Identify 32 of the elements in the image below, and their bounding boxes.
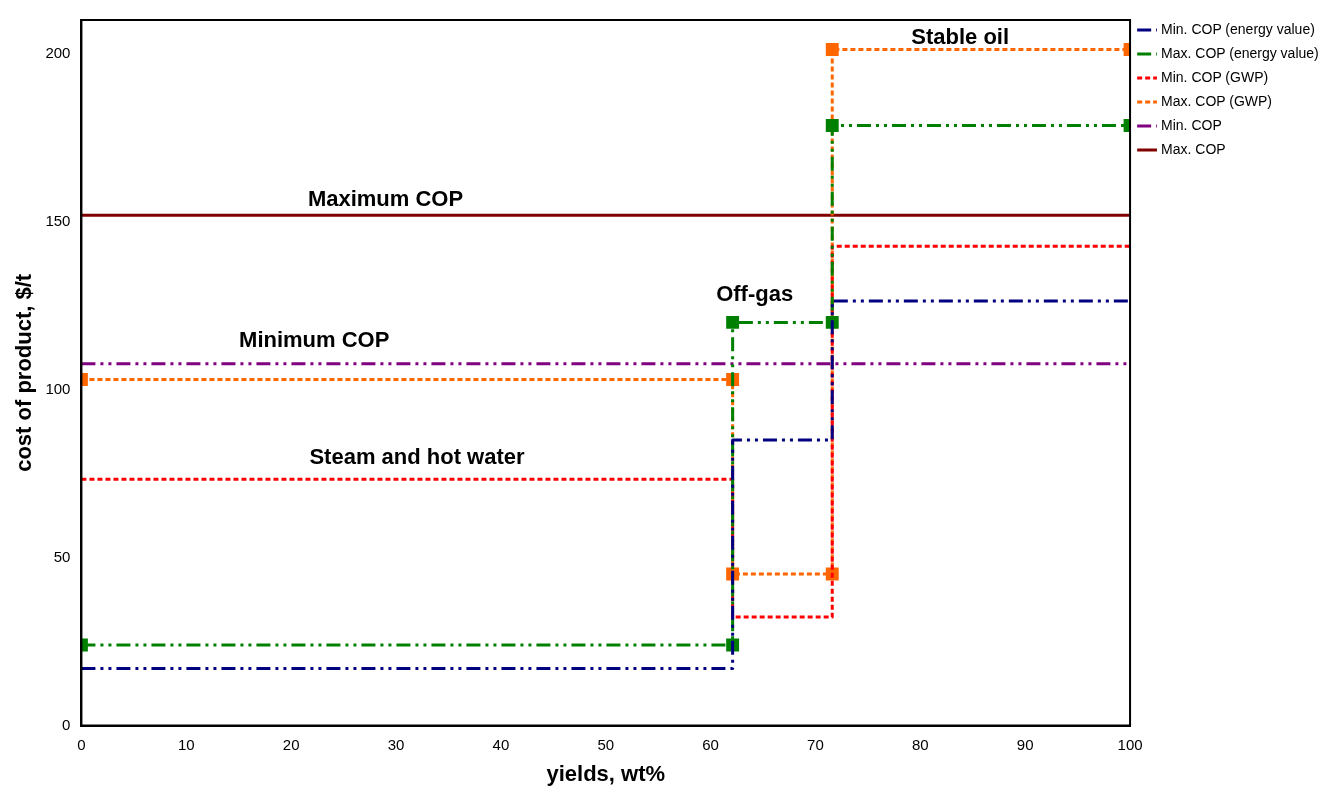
annotation: Steam and hot water <box>309 443 525 469</box>
annotation: Minimum COP <box>239 327 390 353</box>
point <box>825 43 839 57</box>
legend-label: Min. COP <box>1161 116 1222 133</box>
legend-label: Max. COP (GWP) <box>1161 92 1273 109</box>
annotation: Maximum COP <box>307 185 464 211</box>
legend-label: Min. COP (energy value) <box>1161 20 1315 37</box>
point <box>825 119 839 132</box>
y-tick-label: 50 <box>53 547 71 565</box>
point <box>726 315 740 329</box>
y-tick-label: 200 <box>45 43 71 61</box>
x-tick-label: 50 <box>597 735 615 753</box>
x-tick-label: 80 <box>911 735 929 753</box>
y-tick-label: 100 <box>45 379 71 397</box>
legend-label: Max. COP (energy value) <box>1161 44 1319 61</box>
x-tick-label: 90 <box>1016 735 1034 753</box>
x-tick-label: 0 <box>77 735 86 753</box>
x-tick-label: 10 <box>177 735 195 753</box>
y-axis-title: cost of product, $/t <box>11 273 37 472</box>
y-tick-label: 0 <box>62 715 71 733</box>
x-tick-label: 30 <box>387 735 405 753</box>
x-tick-label: 40 <box>492 735 510 753</box>
x-tick-label: 70 <box>807 735 824 753</box>
legend-label: Max. COP <box>1161 140 1226 157</box>
annotation: Off-gas <box>716 281 794 307</box>
x-tick-label: 60 <box>702 735 719 753</box>
annotation: Stable oil <box>911 23 1010 49</box>
x-tick-label: 100 <box>1117 735 1143 753</box>
x-tick-label: 20 <box>282 735 300 753</box>
x-axis-title: yields, wt% <box>546 760 666 786</box>
y-tick-label: 150 <box>45 211 71 229</box>
legend-label: Min. COP (GWP) <box>1161 68 1269 85</box>
